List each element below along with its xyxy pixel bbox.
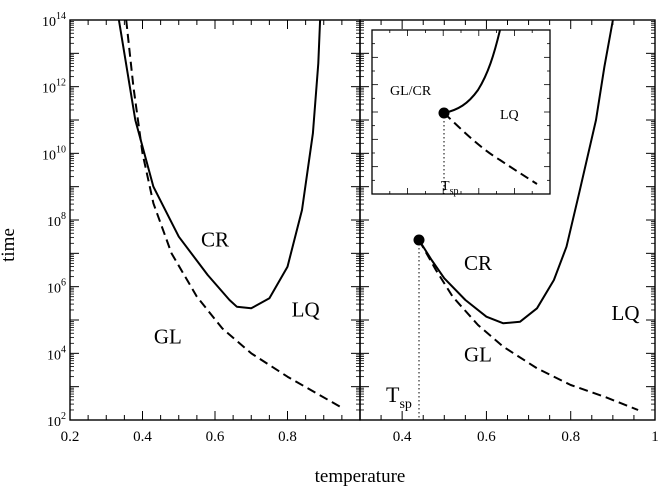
spinodal-label: Tsp <box>386 382 412 412</box>
region-label: LQ <box>292 298 320 322</box>
inset-frame <box>371 29 551 195</box>
region-label: CR <box>201 228 229 252</box>
y-tick-label: 102 <box>47 411 66 430</box>
y-axis-ticks: 102 104 106 108 1010 1012 1014 <box>42 11 66 430</box>
y-tick-label: 108 <box>47 211 66 230</box>
region-label: LQ <box>612 301 640 325</box>
inset-glass-curve <box>443 112 538 185</box>
inset-region-label: GL/CR <box>390 84 432 99</box>
y-tick-label: 1010 <box>42 144 66 163</box>
x-tick-label: 0.2 <box>61 429 80 445</box>
glass-curve <box>418 239 639 411</box>
y-tick-label: 104 <box>47 344 66 363</box>
y-tick-label: 1012 <box>42 78 66 97</box>
region-label: CR <box>464 251 492 275</box>
x-tick-label: 0.8 <box>278 429 297 445</box>
crystal-curve <box>117 19 322 310</box>
region-label: GL <box>464 343 492 367</box>
glass-curve <box>125 19 341 408</box>
y-tick-label: 106 <box>47 278 66 297</box>
inset-crystal-curve <box>443 29 501 114</box>
region-label: GL <box>154 324 182 348</box>
x-tick-label: 0.6 <box>206 429 225 445</box>
inset-region-label: LQ <box>500 108 519 123</box>
x-tick-label: 0.4 <box>133 429 152 445</box>
x-axis-label: temperature <box>315 466 406 487</box>
y-tick-label: 1014 <box>42 11 66 30</box>
inset-spinodal-point <box>438 107 450 119</box>
x-tick-label: 0.8 <box>561 429 580 445</box>
left-panel: 0.2 0.4 0.6 0.8 CR LQ GL <box>61 19 361 445</box>
x-tick-label: 0.4 <box>393 429 412 445</box>
right-panel: 0.4 0.6 0.8 1 Tsp CR LQ GL <box>359 19 658 445</box>
y-axis-label: time <box>0 228 19 262</box>
x-tick-label: 1 <box>651 429 658 445</box>
x-tick-label: 0.6 <box>477 429 496 445</box>
crystal-curve <box>418 19 614 325</box>
